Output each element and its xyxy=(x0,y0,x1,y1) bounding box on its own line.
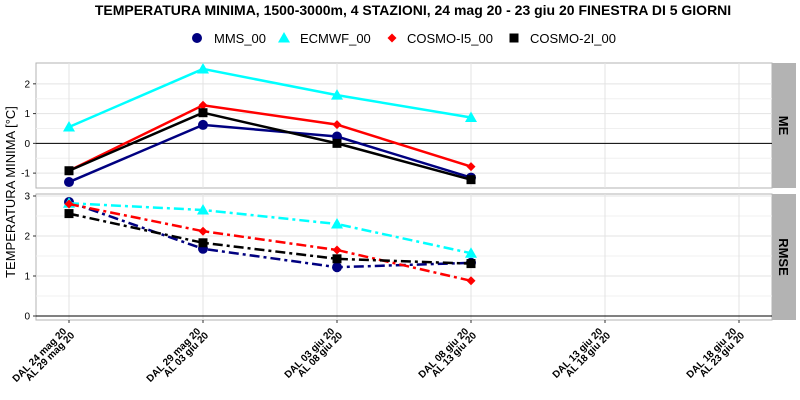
data-point xyxy=(198,100,208,110)
legend-label: COSMO-I5_00 xyxy=(407,31,493,46)
data-point xyxy=(198,119,208,130)
data-point xyxy=(63,120,75,132)
data-point xyxy=(197,204,209,215)
data-point xyxy=(64,199,74,209)
legend-marker-diamond xyxy=(387,33,397,43)
series-cosmo-2i-00 xyxy=(64,209,476,269)
data-point xyxy=(332,254,342,264)
data-point xyxy=(465,247,477,258)
series-line xyxy=(68,212,472,265)
series-mms-00 xyxy=(64,119,476,188)
legend-item: MMS_00 xyxy=(192,31,266,46)
series-line xyxy=(68,201,472,255)
legend-marker-square xyxy=(509,33,519,43)
legend-marker-circle xyxy=(192,33,202,43)
data-point xyxy=(466,276,476,286)
chart-title: TEMPERATURA MINIMA, 1500-3000m, 4 STAZIO… xyxy=(95,2,731,18)
legend: MMS_00 ECMWF_00 COSMO-I5_00 COSMO-2I_00 xyxy=(192,31,616,46)
y-tick-label: 3 xyxy=(24,192,30,203)
panel-strip-label: ME xyxy=(776,116,791,136)
panel-rmse: 0 1 2 3 RMSE xyxy=(24,192,796,323)
series-cosmo-i5-00 xyxy=(64,199,476,286)
series-cosmo-2i-00 xyxy=(64,108,476,185)
x-tick-label: DAL 24 mag 20 xyxy=(11,326,70,385)
panel-strip xyxy=(772,63,796,188)
series-line xyxy=(68,202,472,283)
data-point xyxy=(64,166,74,176)
data-point xyxy=(332,262,342,273)
y-tick-label: -1 xyxy=(21,169,30,180)
data-point xyxy=(332,138,342,148)
data-point xyxy=(64,209,74,219)
y-tick-label: 1 xyxy=(24,272,30,283)
x-tick-label: DAL 29 mag 20 xyxy=(145,326,204,385)
data-point xyxy=(198,226,208,236)
y-tick-label: 0 xyxy=(24,312,30,323)
data-point xyxy=(466,259,476,269)
data-point xyxy=(331,218,343,229)
data-point xyxy=(197,62,209,74)
panel-background xyxy=(35,193,773,321)
data-point xyxy=(332,120,342,130)
data-point xyxy=(466,162,476,172)
legend-label: COSMO-2I_00 xyxy=(530,31,616,46)
panel-strip xyxy=(772,194,796,320)
series-ecmwf-00 xyxy=(63,62,477,132)
legend-label: MMS_00 xyxy=(214,31,266,46)
legend-marker-triangle xyxy=(278,32,290,43)
series-line xyxy=(68,111,472,181)
plot-panels: -1 0 1 2 ME 0 1 2 3 RMSE xyxy=(21,62,796,323)
legend-item: COSMO-2I_00 xyxy=(509,31,616,46)
data-point xyxy=(331,89,343,100)
series-line xyxy=(68,123,472,184)
panel-background xyxy=(35,62,773,189)
data-point xyxy=(332,245,342,255)
data-point xyxy=(466,175,476,185)
series-line xyxy=(68,103,472,172)
panel-strip-label: RMSE xyxy=(776,238,791,276)
y-tick-label: 2 xyxy=(24,79,30,90)
data-point xyxy=(64,177,74,188)
y-tick-label: 2 xyxy=(24,232,30,243)
legend-item: ECMWF_00 xyxy=(278,31,371,46)
legend-item: COSMO-I5_00 xyxy=(387,31,493,46)
panel-me: -1 0 1 2 ME xyxy=(21,62,796,189)
legend-label: ECMWF_00 xyxy=(300,31,371,46)
data-point xyxy=(198,108,208,118)
y-tick-label: 0 xyxy=(24,139,30,150)
series-line xyxy=(68,67,472,129)
y-tick-label: 1 xyxy=(24,109,30,120)
y-axis-label: TEMPERATURA MINIMA [°C] xyxy=(3,106,18,278)
data-point xyxy=(465,111,477,122)
data-point xyxy=(198,238,208,248)
